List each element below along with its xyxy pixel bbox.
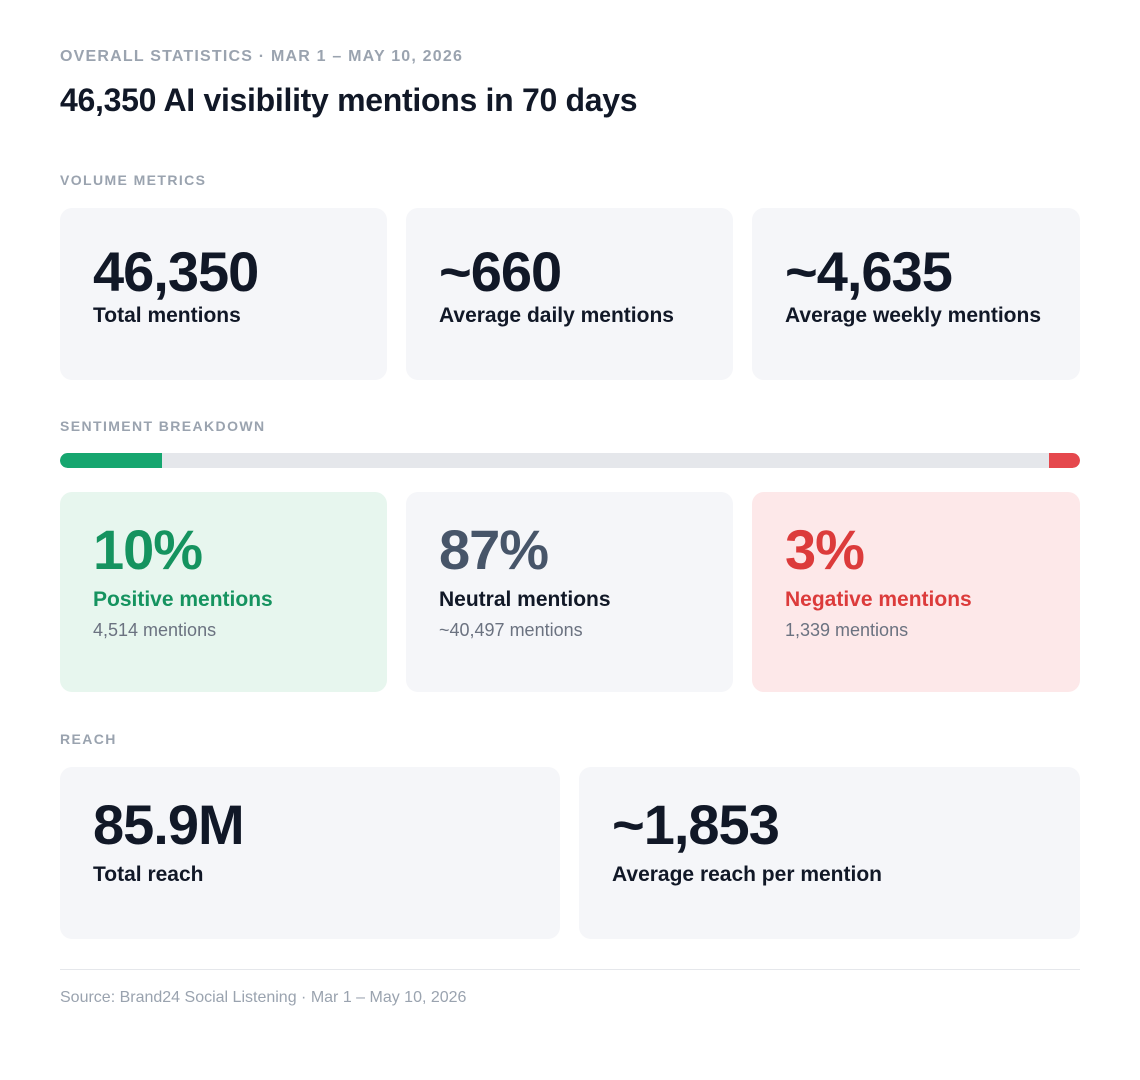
source-note: Source: Brand24 Social Listening · Mar 1… xyxy=(60,989,467,1006)
section-label-reach: REACH xyxy=(60,731,117,747)
sentiment-bar-negative xyxy=(1049,453,1080,468)
metric-value: ~4,635 xyxy=(785,240,953,303)
sentiment-label: Neutral mentions xyxy=(439,588,611,611)
sentiment-count: 1,339 mentions xyxy=(785,620,909,640)
sentiment-card-neutral: 87% Neutral mentions ~40,497 mentions xyxy=(406,492,733,692)
metric-card-total-mentions: 46,350 Total mentions xyxy=(60,208,387,380)
section-label-volume: VOLUME METRICS xyxy=(60,172,207,188)
sentiment-card-negative: 3% Negative mentions 1,339 mentions xyxy=(752,492,1080,692)
sentiment-percent: 87% xyxy=(439,518,549,581)
metric-card-avg-reach: ~1,853 Average reach per mention xyxy=(579,767,1080,939)
sentiment-distribution-bar xyxy=(60,453,1080,468)
metric-value: ~660 xyxy=(439,240,562,303)
sentiment-percent: 10% xyxy=(93,518,203,581)
metric-card-daily-mentions: ~660 Average daily mentions xyxy=(406,208,733,380)
overline-date-range: OVERALL STATISTICS · MAR 1 – MAY 10, 202… xyxy=(60,48,464,65)
sentiment-bar-neutral xyxy=(162,453,1050,468)
metric-card-weekly-mentions: ~4,635 Average weekly mentions xyxy=(752,208,1080,380)
metric-label: Average reach per mention xyxy=(612,863,882,886)
metric-label: Average daily mentions xyxy=(439,304,674,327)
metric-value: 85.9M xyxy=(93,793,245,856)
sentiment-bar-positive xyxy=(60,453,162,468)
metric-label: Average weekly mentions xyxy=(785,304,1041,327)
page-title: 46,350 AI visibility mentions in 70 days xyxy=(60,82,638,118)
metric-value: 46,350 xyxy=(93,240,259,303)
section-label-sentiment: SENTIMENT BREAKDOWN xyxy=(60,418,266,434)
sentiment-label: Positive mentions xyxy=(93,588,273,611)
metric-value: ~1,853 xyxy=(612,793,780,856)
metric-label: Total mentions xyxy=(93,304,241,327)
sentiment-card-positive: 10% Positive mentions 4,514 mentions xyxy=(60,492,387,692)
sentiment-count: ~40,497 mentions xyxy=(439,620,583,640)
sentiment-label: Negative mentions xyxy=(785,588,972,611)
metric-card-total-reach: 85.9M Total reach xyxy=(60,767,560,939)
metric-label: Total reach xyxy=(93,863,204,886)
sentiment-count: 4,514 mentions xyxy=(93,620,217,640)
sentiment-percent: 3% xyxy=(785,518,865,581)
footer-divider xyxy=(60,969,1080,970)
